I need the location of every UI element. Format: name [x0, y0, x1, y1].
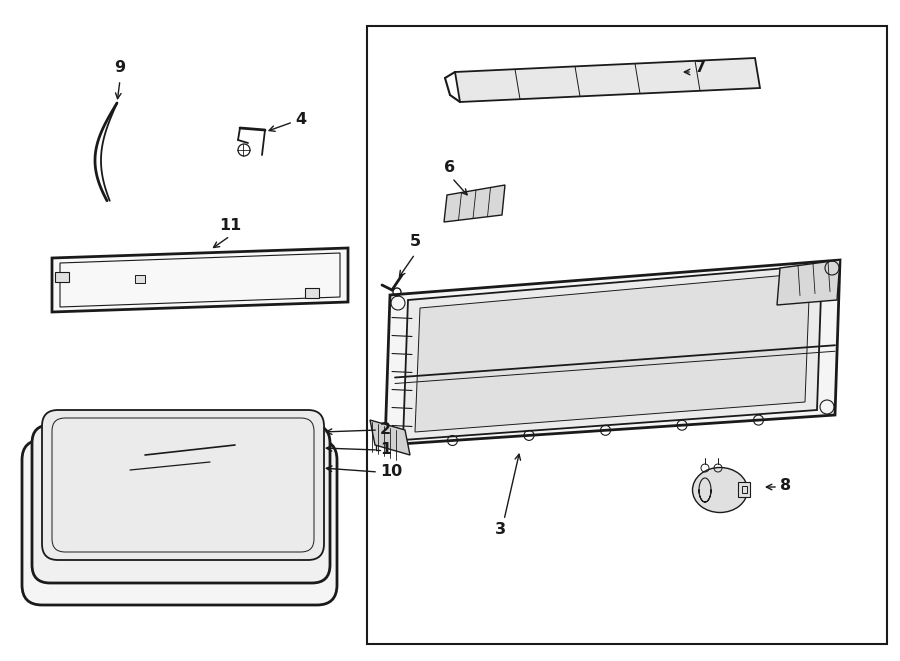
FancyBboxPatch shape: [42, 410, 324, 560]
FancyBboxPatch shape: [32, 425, 330, 583]
Polygon shape: [444, 185, 505, 222]
Text: 3: 3: [494, 522, 506, 537]
Bar: [742, 486, 747, 493]
Bar: [135, 275, 145, 283]
FancyBboxPatch shape: [22, 440, 337, 605]
Polygon shape: [403, 265, 822, 440]
Ellipse shape: [692, 467, 748, 512]
Text: 10: 10: [380, 465, 402, 479]
Polygon shape: [385, 260, 840, 445]
Polygon shape: [777, 260, 840, 305]
Polygon shape: [52, 248, 348, 312]
Text: 5: 5: [410, 235, 420, 249]
Text: 11: 11: [219, 219, 241, 233]
Text: 6: 6: [445, 159, 455, 175]
Text: 7: 7: [695, 61, 706, 75]
Polygon shape: [415, 273, 810, 432]
Polygon shape: [370, 420, 410, 455]
Bar: [738, 482, 750, 497]
Text: 1: 1: [380, 442, 392, 457]
Bar: [305, 288, 319, 298]
Bar: [367, 26, 887, 644]
Text: 2: 2: [380, 422, 392, 438]
Text: 9: 9: [114, 61, 126, 75]
Bar: [55, 272, 69, 282]
Text: 4: 4: [295, 112, 306, 128]
Polygon shape: [455, 58, 760, 102]
Text: 8: 8: [780, 477, 791, 492]
